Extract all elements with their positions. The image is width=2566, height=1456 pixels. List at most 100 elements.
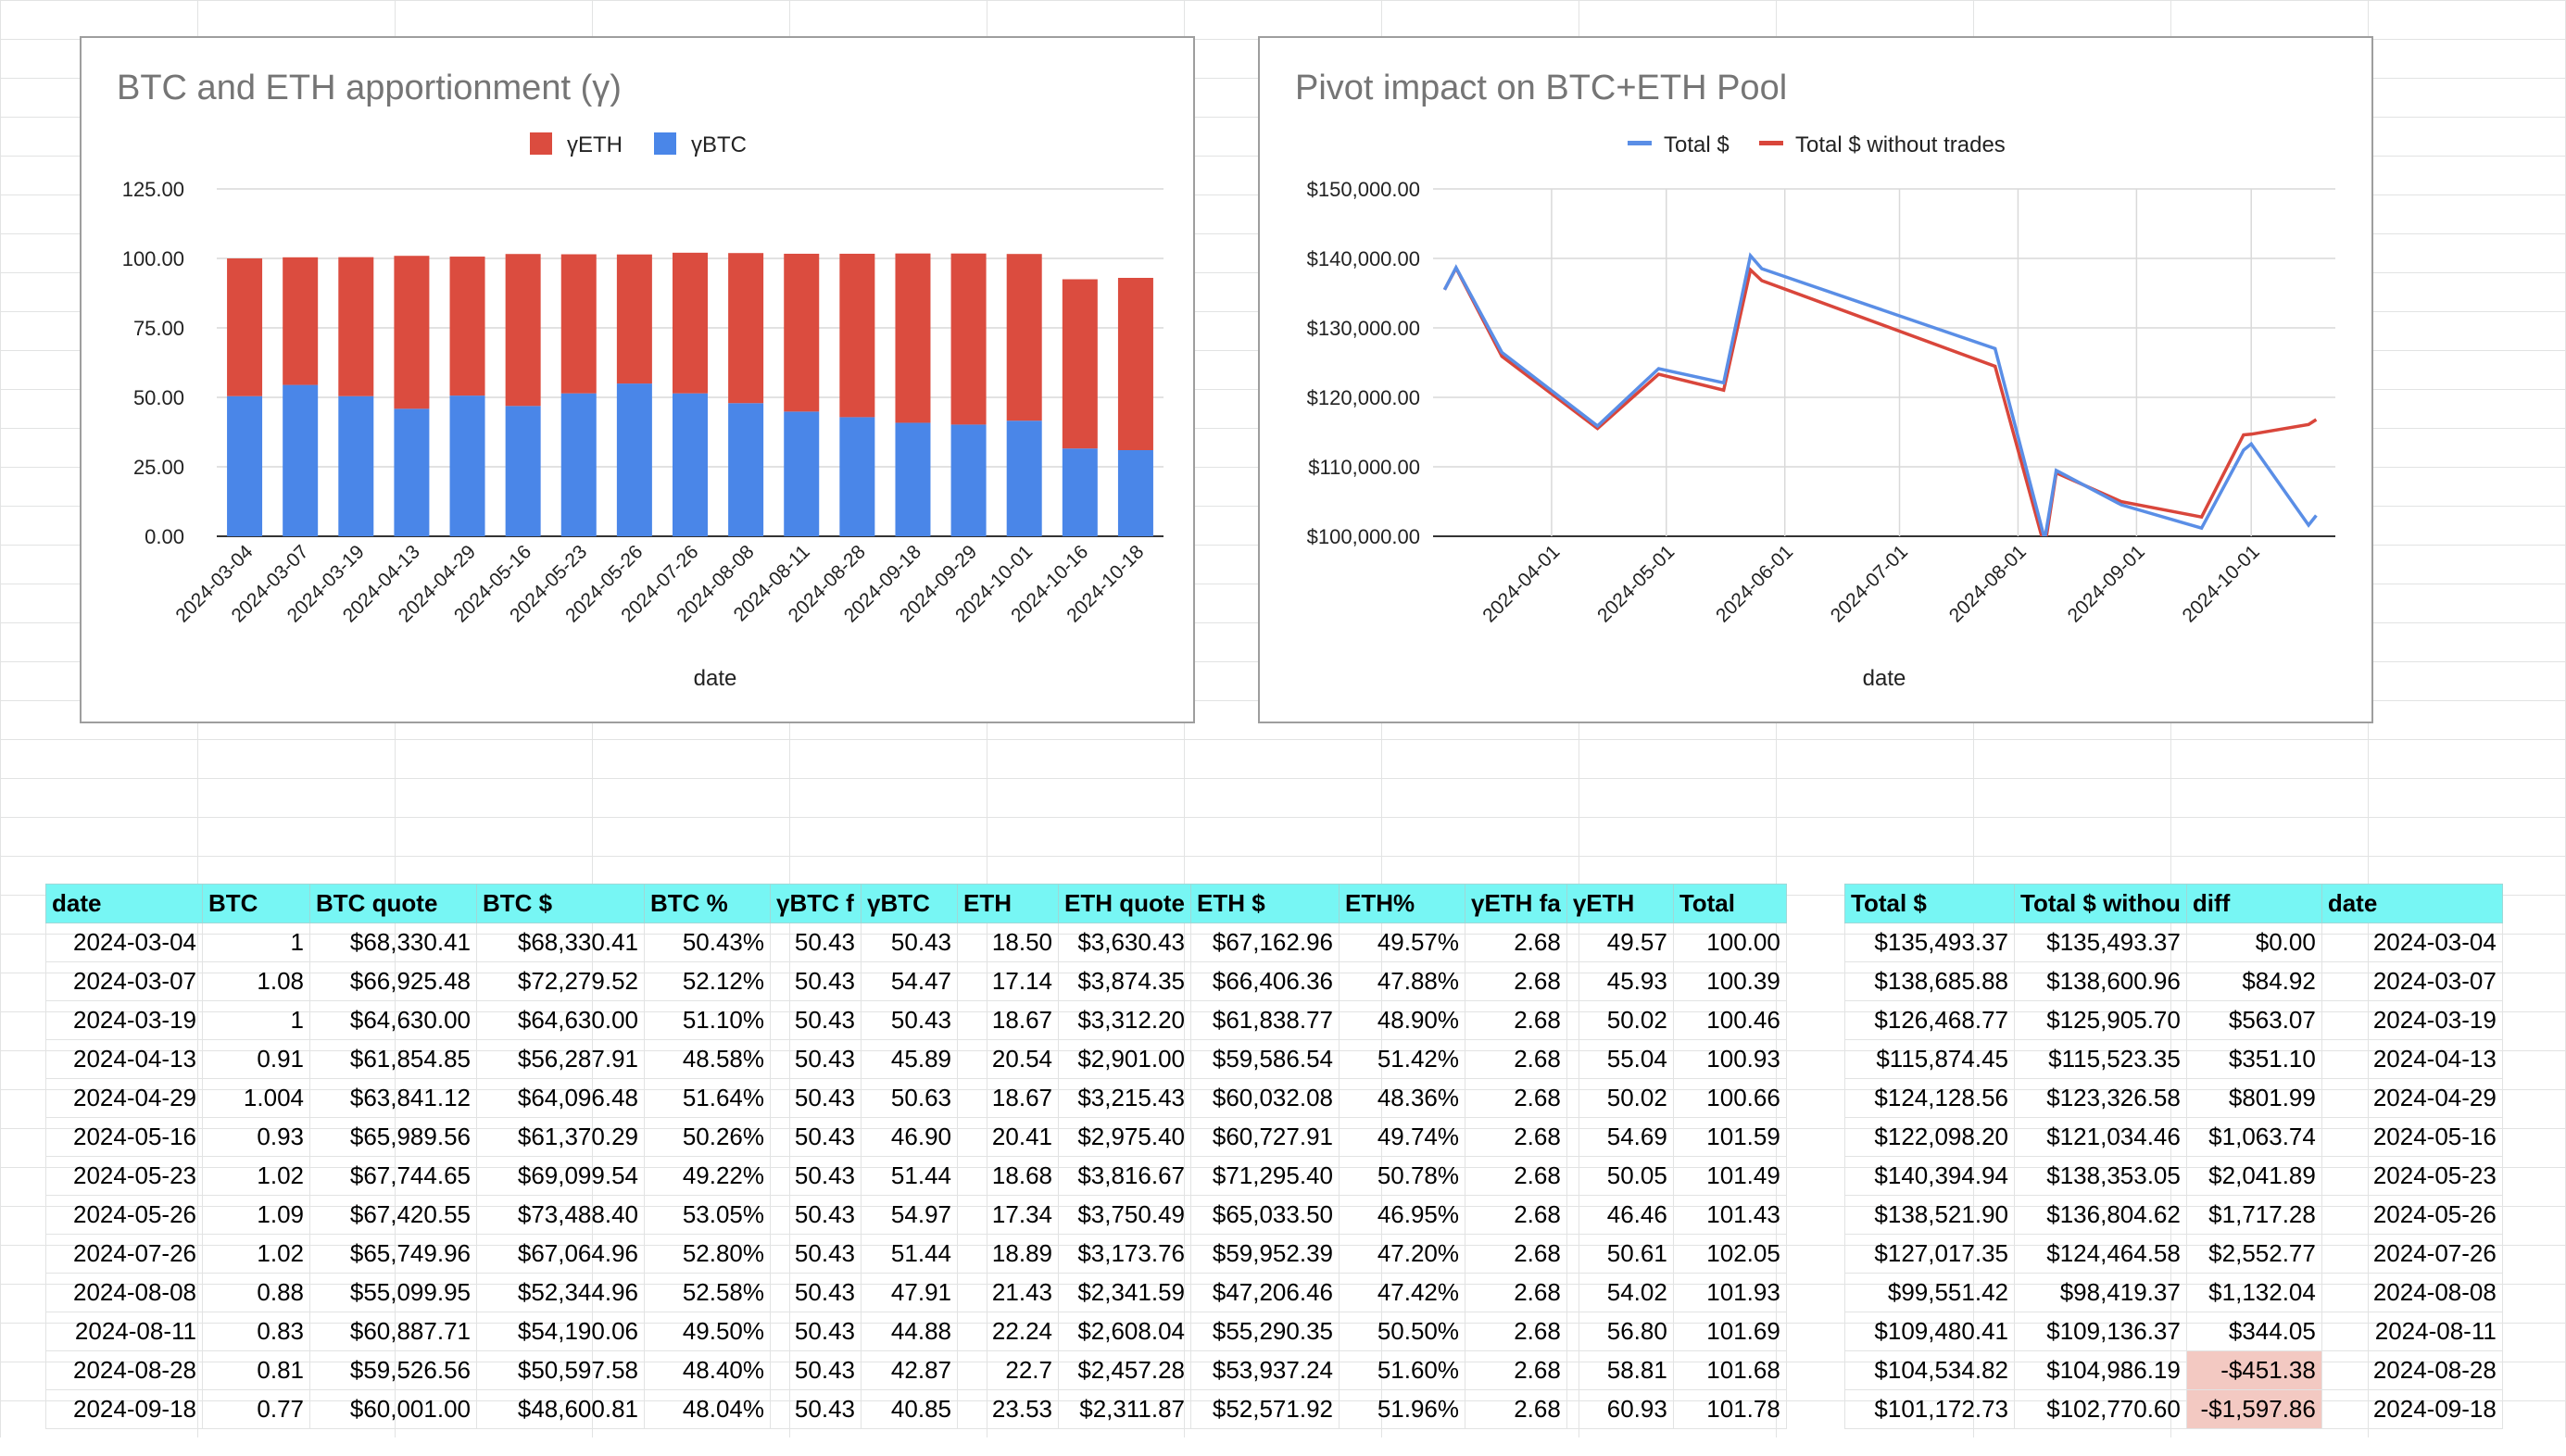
horizontal-scrollbar[interactable]	[0, 1437, 2566, 1456]
table-left-cell[interactable]: 47.42%	[1339, 1273, 1465, 1312]
table-left-cell[interactable]: 50.43	[770, 1389, 862, 1429]
table-right-cell[interactable]: $115,523.35	[2014, 1039, 2187, 1079]
table-left-header-cell[interactable]: ETH $	[1190, 884, 1340, 923]
table-left-cell[interactable]: 50.63	[861, 1078, 958, 1118]
table-right-cell[interactable]: 2024-07-26	[2321, 1234, 2503, 1274]
table-left-header-cell[interactable]: BTC	[202, 884, 310, 923]
table-left-cell[interactable]: 0.88	[202, 1273, 310, 1312]
table-left-cell[interactable]: 50.43	[770, 1156, 862, 1196]
table-left-cell[interactable]: 44.88	[861, 1312, 958, 1351]
table-left-cell[interactable]: 2.68	[1465, 1000, 1567, 1040]
table-right-cell[interactable]: 2024-05-26	[2321, 1195, 2503, 1235]
table-right-header-cell[interactable]: date	[2321, 884, 2503, 923]
table-left-cell[interactable]: $68,330.41	[476, 923, 645, 962]
table-left-cell[interactable]: 1	[202, 1000, 310, 1040]
table-left-cell[interactable]: 50.02	[1566, 1000, 1674, 1040]
table-left-cell[interactable]: $2,608.04	[1058, 1312, 1191, 1351]
table-left-cell[interactable]: 0.93	[202, 1117, 310, 1157]
table-left-cell[interactable]: 22.7	[957, 1350, 1059, 1390]
table-left-cell[interactable]: $66,925.48	[309, 961, 477, 1001]
table-right-cell[interactable]: $2,552.77	[2185, 1234, 2322, 1274]
table-left-cell[interactable]: 2024-08-11	[45, 1312, 203, 1351]
table-right-cell[interactable]: $135,493.37	[1844, 923, 2015, 962]
table-left-cell[interactable]: $63,841.12	[309, 1078, 477, 1118]
table-left-cell[interactable]: 23.53	[957, 1389, 1059, 1429]
table-left-cell[interactable]: 101.69	[1672, 1312, 1787, 1351]
table-left-cell[interactable]: 60.93	[1566, 1389, 1674, 1429]
table-right-cell[interactable]: $344.05	[2185, 1312, 2322, 1351]
table-left-cell[interactable]: $60,887.71	[309, 1312, 477, 1351]
table-left-cell[interactable]: 2.68	[1465, 1389, 1567, 1429]
table-left-cell[interactable]: $2,975.40	[1058, 1117, 1191, 1157]
table-left-cell[interactable]: 51.60%	[1339, 1350, 1465, 1390]
table-left-cell[interactable]: 54.97	[861, 1195, 958, 1235]
table-left-cell[interactable]: 50.43	[770, 961, 862, 1001]
table-right-cell[interactable]: -$1,597.86	[2185, 1389, 2322, 1429]
table-left-cell[interactable]: $2,901.00	[1058, 1039, 1191, 1079]
table-left-cell[interactable]: 48.04%	[644, 1389, 771, 1429]
table-left-cell[interactable]: 101.49	[1672, 1156, 1787, 1196]
table-left-cell[interactable]: 2.68	[1465, 1273, 1567, 1312]
table-left-cell[interactable]: 1.08	[202, 961, 310, 1001]
table-right-cell[interactable]: 2024-03-19	[2321, 1000, 2503, 1040]
table-left-cell[interactable]: 100.93	[1672, 1039, 1787, 1079]
table-left-cell[interactable]: 50.43	[861, 1000, 958, 1040]
table-right-header-cell[interactable]: Total $ withou	[2014, 884, 2187, 923]
table-left-cell[interactable]: 50.43	[770, 1195, 862, 1235]
table-left-cell[interactable]: 50.43	[861, 923, 958, 962]
table-left-cell[interactable]: 50.43	[770, 1234, 862, 1274]
table-right-cell[interactable]: $136,804.62	[2014, 1195, 2187, 1235]
table-left-cell[interactable]: $60,727.91	[1190, 1117, 1340, 1157]
table-left-cell[interactable]: 53.05%	[644, 1195, 771, 1235]
table-left-cell[interactable]: 2024-04-13	[45, 1039, 203, 1079]
table-left-cell[interactable]: $3,874.35	[1058, 961, 1191, 1001]
table-left-cell[interactable]: $72,279.52	[476, 961, 645, 1001]
table-left-cell[interactable]: 49.22%	[644, 1156, 771, 1196]
table-left-cell[interactable]: 49.50%	[644, 1312, 771, 1351]
table-left-cell[interactable]: 21.43	[957, 1273, 1059, 1312]
table-left-cell[interactable]: 50.43	[770, 1117, 862, 1157]
table-right-cell[interactable]: $104,534.82	[1844, 1350, 2015, 1390]
table-left-cell[interactable]: 2024-04-29	[45, 1078, 203, 1118]
table-left-cell[interactable]: 101.78	[1672, 1389, 1787, 1429]
table-left-cell[interactable]: $59,586.54	[1190, 1039, 1340, 1079]
table-left-cell[interactable]: $68,330.41	[309, 923, 477, 962]
table-left-cell[interactable]: $55,099.95	[309, 1273, 477, 1312]
table-right-cell[interactable]: 2024-09-18	[2321, 1389, 2503, 1429]
table-left-cell[interactable]: 1.02	[202, 1156, 310, 1196]
table-left-cell[interactable]: $2,457.28	[1058, 1350, 1191, 1390]
table-right-cell[interactable]: $109,136.37	[2014, 1312, 2187, 1351]
table-right-cell[interactable]: $135,493.37	[2014, 923, 2187, 962]
table-right-cell[interactable]: 2024-08-11	[2321, 1312, 2503, 1351]
table-left-cell[interactable]: $60,032.08	[1190, 1078, 1340, 1118]
table-left-header-cell[interactable]: γETH fa	[1465, 884, 1567, 923]
table-left-cell[interactable]: 101.68	[1672, 1350, 1787, 1390]
table-left-cell[interactable]: 0.81	[202, 1350, 310, 1390]
table-right-cell[interactable]: $126,468.77	[1844, 1000, 2015, 1040]
table-left-cell[interactable]: 50.61	[1566, 1234, 1674, 1274]
table-right-cell[interactable]: 2024-08-08	[2321, 1273, 2503, 1312]
table-left-cell[interactable]: 50.50%	[1339, 1312, 1465, 1351]
table-left-cell[interactable]: 18.68	[957, 1156, 1059, 1196]
table-left-cell[interactable]: 1	[202, 923, 310, 962]
table-left-cell[interactable]: 101.93	[1672, 1273, 1787, 1312]
table-left-cell[interactable]: 101.59	[1672, 1117, 1787, 1157]
table-right-cell[interactable]: $121,034.46	[2014, 1117, 2187, 1157]
table-left-header-cell[interactable]: ETH%	[1339, 884, 1465, 923]
table-left-header-cell[interactable]: BTC %	[644, 884, 771, 923]
table-left-cell[interactable]: 2.68	[1465, 1156, 1567, 1196]
table-left-cell[interactable]: $53,937.24	[1190, 1350, 1340, 1390]
table-right-cell[interactable]: 2024-08-28	[2321, 1350, 2503, 1390]
table-left-header-cell[interactable]: BTC $	[476, 884, 645, 923]
table-left-cell[interactable]: $64,630.00	[309, 1000, 477, 1040]
table-left-cell[interactable]: $47,206.46	[1190, 1273, 1340, 1312]
table-right-cell[interactable]: $104,986.19	[2014, 1350, 2187, 1390]
table-left-cell[interactable]: 2024-08-08	[45, 1273, 203, 1312]
table-left-header-cell[interactable]: γBTC f	[770, 884, 862, 923]
table-left-cell[interactable]: 2.68	[1465, 961, 1567, 1001]
table-left-cell[interactable]: 51.10%	[644, 1000, 771, 1040]
table-left-cell[interactable]: $61,370.29	[476, 1117, 645, 1157]
table-left-cell[interactable]: 18.89	[957, 1234, 1059, 1274]
table-left-cell[interactable]: 2.68	[1465, 1039, 1567, 1079]
table-left-cell[interactable]: 48.40%	[644, 1350, 771, 1390]
